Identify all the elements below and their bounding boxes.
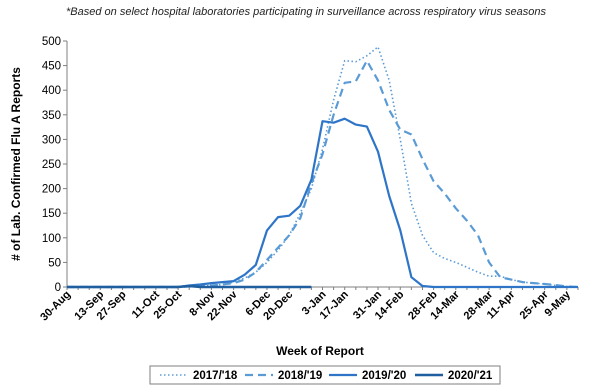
chart-legend: 2017/'18 2018/'19 2019/'20 2020/'21: [149, 365, 501, 385]
y-tick-label: 350: [42, 110, 61, 122]
x-tick-label: 25-Apr: [518, 288, 552, 322]
y-tick-label: 50: [48, 257, 61, 269]
y-tick-label: 100: [42, 233, 61, 245]
series-line-3: [67, 284, 312, 289]
y-tick-label: 500: [42, 36, 61, 48]
chart-note: *Based on select hospital laboratories p…: [66, 6, 546, 18]
legend-box: [149, 365, 501, 385]
y-tick-label: 250: [42, 159, 61, 171]
y-tick-label: 200: [42, 184, 61, 196]
y-tick-label: 450: [42, 61, 61, 73]
series-line-1: [67, 59, 579, 289]
series-line-0: [67, 46, 579, 288]
y-tick-label: 0: [55, 282, 61, 294]
y-tick-label: 150: [42, 208, 61, 220]
legend-label-0: 2017/'18: [193, 370, 238, 382]
y-axis-title: # of Lab. Confirmed Flu A Reports: [9, 67, 23, 261]
y-tick-label: 400: [42, 85, 61, 97]
legend-label-2: 2019/'20: [362, 370, 406, 382]
series-line-2: [67, 117, 578, 289]
legend-label-1: 2018/'19: [278, 370, 322, 382]
y-tick-label: 300: [42, 134, 61, 146]
legend-label-3: 2020/'21: [448, 370, 493, 382]
x-axis-title: Week of Report: [276, 344, 364, 358]
x-tick-label: 9-May: [542, 288, 573, 319]
